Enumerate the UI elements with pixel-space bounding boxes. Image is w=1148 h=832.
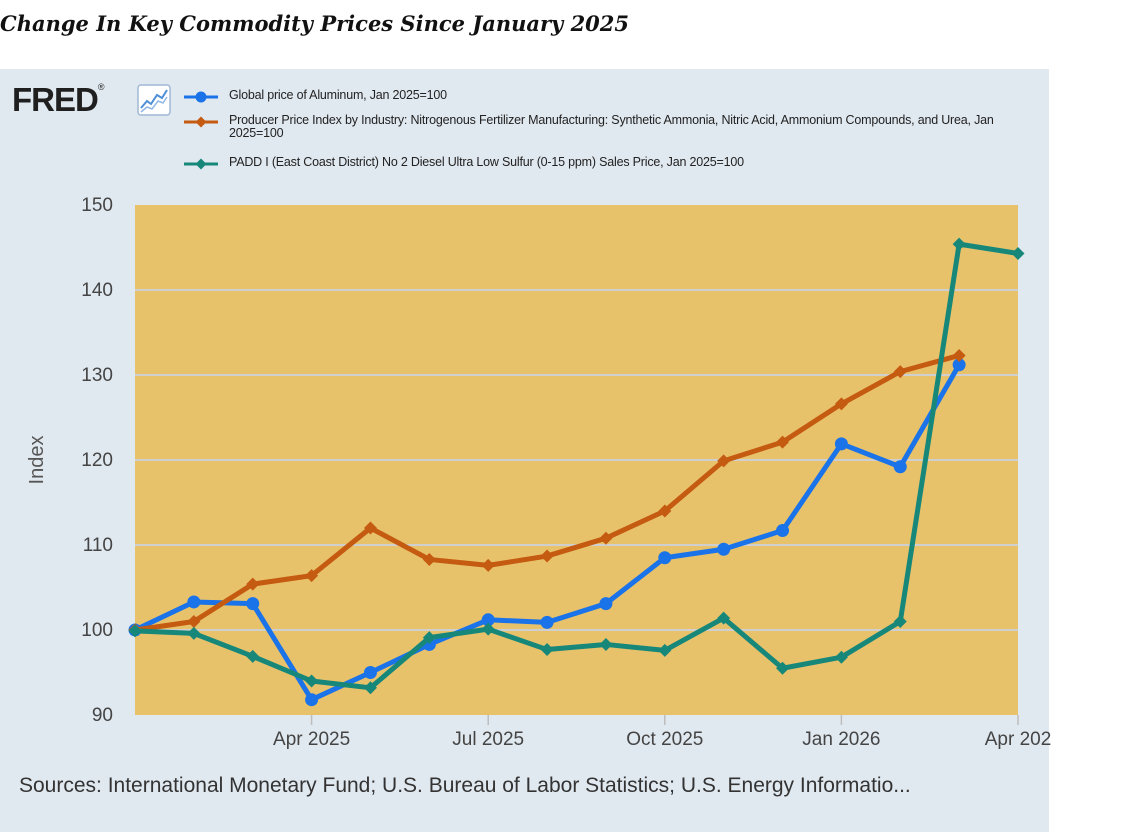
x-tick-label: Apr 202 <box>985 729 1052 750</box>
x-tick-label: Oct 2025 <box>626 729 703 750</box>
data-point-diesel[interactable] <box>246 649 260 663</box>
data-point-fertilizer[interactable] <box>363 521 377 535</box>
data-point-diesel[interactable] <box>1011 246 1025 260</box>
data-point-fertilizer[interactable] <box>246 577 260 591</box>
data-point-aluminum[interactable] <box>717 542 731 556</box>
fred-logo-text: FRED <box>12 81 99 118</box>
data-point-fertilizer[interactable] <box>952 348 966 362</box>
legend-item-fertilizer[interactable]: Producer Price Index by Industry: Nitrog… <box>182 114 1019 140</box>
data-point-fertilizer[interactable] <box>776 435 790 449</box>
data-point-diesel[interactable] <box>481 622 495 636</box>
y-tick-label: 90 <box>92 705 113 726</box>
data-point-diesel[interactable] <box>187 626 201 640</box>
data-point-aluminum[interactable] <box>363 666 377 679</box>
data-point-diesel[interactable] <box>540 643 554 657</box>
data-point-diesel[interactable] <box>717 611 731 625</box>
data-point-diesel[interactable] <box>305 674 319 688</box>
data-point-aluminum[interactable] <box>599 597 613 611</box>
data-point-aluminum[interactable] <box>481 613 495 627</box>
data-point-diesel[interactable] <box>363 681 377 695</box>
data-point-diesel[interactable] <box>422 631 436 645</box>
data-point-fertilizer[interactable] <box>540 549 554 563</box>
data-point-fertilizer[interactable] <box>893 365 907 379</box>
data-point-diesel[interactable] <box>599 637 613 651</box>
data-point-aluminum[interactable] <box>305 693 319 707</box>
y-tick-label: 110 <box>83 535 113 556</box>
data-point-fertilizer[interactable] <box>481 558 495 572</box>
data-point-diesel[interactable] <box>834 650 848 664</box>
data-point-diesel[interactable] <box>128 624 142 638</box>
y-tick-label: 150 <box>81 195 113 216</box>
data-point-aluminum[interactable] <box>246 597 260 611</box>
x-tick-label: Jul 2025 <box>452 729 524 750</box>
fred-logo[interactable]: FRED® <box>12 81 105 118</box>
data-point-diesel[interactable] <box>893 615 907 628</box>
source-note: Sources: International Monetary Fund; U.… <box>19 774 911 797</box>
x-tick-label: Jan 2026 <box>802 729 880 750</box>
data-point-fertilizer[interactable] <box>658 504 672 518</box>
data-point-aluminum[interactable] <box>658 551 672 565</box>
data-point-fertilizer[interactable] <box>422 552 436 566</box>
data-point-aluminum[interactable] <box>834 437 848 451</box>
page-title: Change In Key Commodity Prices Since Jan… <box>0 11 630 36</box>
y-tick-label: 100 <box>81 620 113 641</box>
registered-mark: ® <box>97 82 105 92</box>
data-point-aluminum[interactable] <box>540 615 554 629</box>
data-point-fertilizer[interactable] <box>717 454 731 468</box>
fred-chart-icon <box>137 84 171 116</box>
legend-label-fertilizer: Producer Price Index by Industry: Nitrog… <box>229 113 994 140</box>
legend-swatch-aluminum <box>184 91 218 103</box>
data-point-aluminum[interactable] <box>187 595 201 609</box>
legend-swatch-fertilizer <box>184 116 218 128</box>
legend-label-aluminum: Global price of Aluminum, Jan 2025=100 <box>229 88 447 102</box>
legend-swatch-diesel <box>184 158 218 170</box>
data-point-diesel[interactable] <box>776 661 790 675</box>
data-point-aluminum[interactable] <box>776 524 790 538</box>
data-point-fertilizer[interactable] <box>305 569 319 583</box>
data-point-fertilizer[interactable] <box>834 397 848 411</box>
series-line-diesel[interactable] <box>132 241 1021 691</box>
legend-label-diesel: PADD I (East Coast District) No 2 Diesel… <box>229 155 744 169</box>
data-point-aluminum[interactable] <box>893 460 907 474</box>
data-point-fertilizer[interactable] <box>187 615 201 628</box>
legend-item-diesel[interactable]: PADD I (East Coast District) No 2 Diesel… <box>182 156 744 171</box>
y-tick-label: 140 <box>81 280 113 301</box>
x-tick-label: Apr 2025 <box>273 729 350 750</box>
y-tick-label: 130 <box>81 365 113 386</box>
y-tick-label: 120 <box>81 450 113 471</box>
data-point-aluminum[interactable] <box>952 358 966 372</box>
y-axis-label: Index <box>26 436 48 485</box>
legend-item-aluminum[interactable]: Global price of Aluminum, Jan 2025=100 <box>182 89 447 104</box>
data-point-diesel[interactable] <box>658 643 672 657</box>
data-point-diesel[interactable] <box>952 237 966 251</box>
data-point-fertilizer[interactable] <box>599 531 613 545</box>
